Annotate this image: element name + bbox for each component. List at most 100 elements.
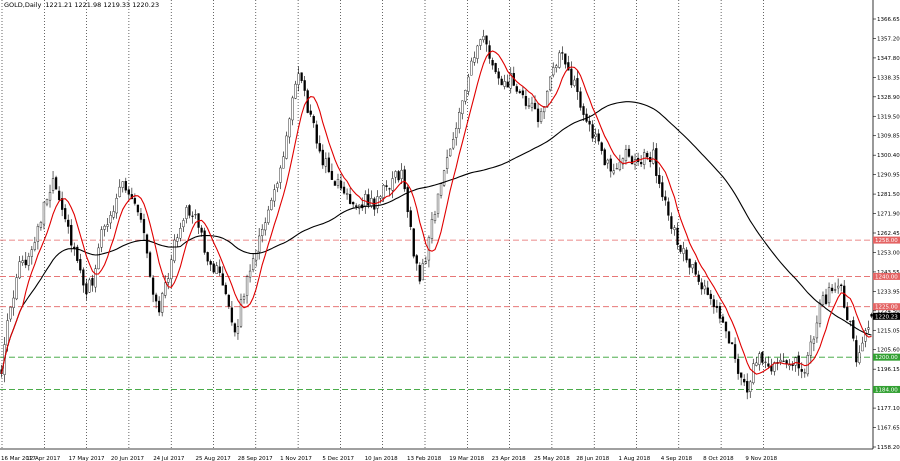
candle bbox=[837, 278, 840, 294]
candle-body bbox=[864, 330, 867, 342]
x-tick-label: 1 Aug 2018 bbox=[619, 456, 651, 461]
candle-body bbox=[539, 111, 543, 122]
candle bbox=[755, 357, 758, 367]
candle bbox=[427, 235, 431, 268]
current-price-tag-label: 1220.23 bbox=[875, 314, 898, 320]
candle-body bbox=[18, 261, 21, 279]
candle bbox=[418, 262, 421, 285]
y-tick-label: 1167.65 bbox=[877, 426, 900, 432]
candle-body bbox=[236, 326, 240, 334]
candle-body bbox=[297, 73, 300, 85]
candle bbox=[267, 205, 270, 225]
candle bbox=[767, 356, 770, 369]
candle-body bbox=[791, 364, 794, 366]
candle-body bbox=[424, 261, 428, 264]
candle bbox=[364, 190, 367, 214]
candle bbox=[773, 361, 776, 376]
candle bbox=[327, 152, 331, 174]
candle-body bbox=[30, 249, 33, 257]
candle bbox=[724, 321, 728, 339]
current-price-tag bbox=[873, 312, 900, 320]
candle-body bbox=[736, 358, 740, 374]
candle bbox=[452, 132, 455, 150]
candle-body bbox=[664, 196, 667, 201]
candle-body bbox=[6, 320, 9, 346]
candle-body bbox=[618, 161, 622, 170]
candle bbox=[630, 155, 634, 165]
candle bbox=[145, 233, 149, 259]
candle bbox=[667, 197, 670, 221]
candle bbox=[591, 120, 594, 142]
candle bbox=[682, 241, 685, 262]
y-tick-label: 1309.85 bbox=[877, 134, 900, 140]
candle bbox=[500, 75, 503, 86]
candle bbox=[251, 253, 255, 273]
candle bbox=[197, 213, 200, 234]
candle bbox=[142, 213, 146, 241]
candle-body bbox=[582, 106, 585, 115]
candle bbox=[494, 62, 497, 74]
candle-body bbox=[200, 227, 203, 233]
candle-body bbox=[682, 248, 685, 254]
candle bbox=[70, 219, 73, 253]
candle bbox=[182, 218, 185, 233]
candle-body bbox=[600, 142, 603, 151]
candle-body bbox=[418, 265, 421, 282]
candle-body bbox=[251, 258, 255, 271]
candle bbox=[115, 193, 118, 219]
candle bbox=[803, 368, 806, 378]
candle-body bbox=[403, 169, 406, 190]
candle bbox=[503, 74, 506, 90]
candle-body bbox=[179, 228, 182, 239]
x-tick-label: 28 Sep 2017 bbox=[238, 456, 273, 461]
candle-body bbox=[852, 320, 855, 339]
candle bbox=[345, 188, 349, 200]
candle bbox=[730, 342, 734, 345]
candle bbox=[470, 57, 473, 76]
candle-body bbox=[597, 133, 600, 142]
candle-body bbox=[352, 201, 355, 205]
candle-body bbox=[158, 300, 161, 313]
candle bbox=[715, 299, 719, 313]
candle bbox=[733, 337, 737, 363]
candle-body bbox=[173, 239, 176, 262]
candle-body bbox=[151, 277, 155, 295]
horizontal-levels bbox=[0, 239, 873, 390]
candle bbox=[397, 169, 400, 183]
candle bbox=[136, 204, 140, 216]
candle bbox=[236, 319, 240, 340]
candle-body bbox=[843, 285, 846, 308]
candle-body bbox=[385, 185, 388, 187]
candle-body bbox=[715, 305, 719, 308]
candle-body bbox=[679, 245, 682, 252]
candle bbox=[600, 141, 603, 155]
candle-body bbox=[115, 197, 118, 214]
candle bbox=[624, 144, 628, 165]
candle-body bbox=[139, 213, 143, 220]
candle bbox=[303, 75, 306, 97]
level-price-tag bbox=[873, 385, 900, 393]
candle bbox=[800, 362, 803, 379]
candle bbox=[758, 351, 761, 371]
candle bbox=[312, 114, 315, 128]
candle bbox=[291, 95, 294, 126]
candle-body bbox=[85, 283, 88, 295]
x-tick-label: 23 Apr 2018 bbox=[492, 456, 527, 461]
candle bbox=[245, 274, 249, 304]
candle-body bbox=[67, 219, 70, 227]
candle bbox=[467, 73, 470, 96]
candle bbox=[582, 103, 585, 121]
candle bbox=[336, 173, 340, 189]
candle bbox=[148, 250, 152, 278]
candle-body bbox=[433, 214, 437, 221]
candle-body bbox=[239, 299, 243, 327]
candle-body bbox=[652, 149, 655, 164]
candle bbox=[261, 224, 264, 243]
candle bbox=[855, 335, 858, 367]
candle-body bbox=[118, 186, 121, 197]
candle-body bbox=[712, 299, 715, 308]
candle bbox=[709, 289, 712, 305]
candle bbox=[352, 201, 355, 208]
